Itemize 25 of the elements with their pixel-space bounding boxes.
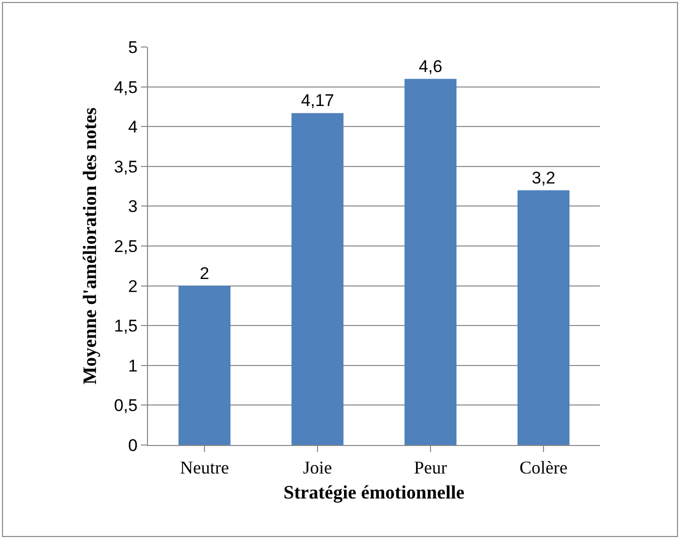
y-tick-label: 2,5 bbox=[114, 236, 138, 256]
y-tick-label: 3,5 bbox=[114, 157, 138, 176]
x-tick-label: Joie bbox=[303, 458, 332, 478]
x-tick-label: Colère bbox=[520, 458, 568, 478]
data-label: 4,17 bbox=[300, 91, 334, 110]
y-tick-label: 4 bbox=[128, 118, 138, 137]
y-tick-label: 3 bbox=[128, 197, 138, 216]
x-tick-label: Neutre bbox=[180, 458, 229, 478]
y-tick-label: 2 bbox=[128, 276, 138, 296]
y-tick-label: 4,5 bbox=[114, 78, 138, 97]
y-tick-label: 0 bbox=[128, 436, 138, 455]
y-tick-label: 1 bbox=[128, 356, 138, 376]
bar bbox=[292, 113, 344, 445]
x-axis-title: Stratégie émotionnelle bbox=[284, 482, 464, 504]
bar bbox=[518, 190, 570, 445]
data-label: 2 bbox=[200, 264, 210, 283]
y-tick-label: 0,5 bbox=[114, 396, 138, 416]
data-label: 3,2 bbox=[532, 168, 556, 188]
y-tick-label: 5 bbox=[128, 38, 138, 57]
y-axis-title: Moyenne d'amélioration des notes bbox=[80, 107, 101, 385]
bar bbox=[178, 286, 230, 445]
data-label: 4,6 bbox=[418, 56, 442, 76]
y-tick-label: 1,5 bbox=[114, 316, 138, 336]
x-tick-label: Peur bbox=[414, 458, 447, 478]
bar bbox=[404, 78, 456, 445]
